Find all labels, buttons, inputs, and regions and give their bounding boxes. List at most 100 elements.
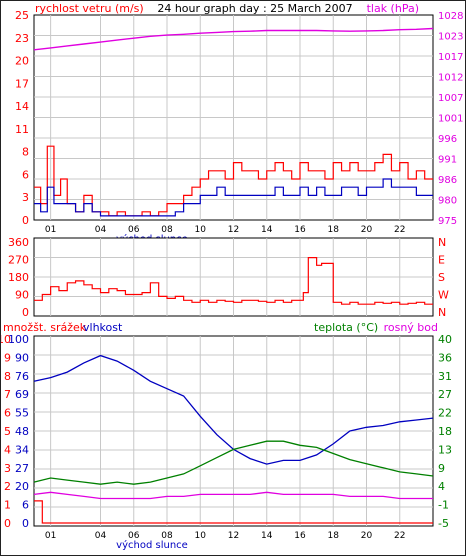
wind-speed-tick: 17 <box>15 77 29 90</box>
temperature-line <box>33 440 434 485</box>
precip-tick: 10 <box>1 333 11 346</box>
direction-degree-tick: 360 <box>8 236 29 249</box>
precipitation-line <box>34 500 433 524</box>
humidity-tick: 6 <box>22 499 29 512</box>
humidity-legend: vlhkost <box>83 321 123 334</box>
panel-3-precip-ticks: 0 1 2 3 4 5 6 7 8 9 10 <box>1 333 11 530</box>
temperature-tick: -5 <box>438 517 449 530</box>
pressure-tick: 1028 <box>438 11 463 22</box>
pressure-tick: 980 <box>438 196 457 207</box>
humidity-tick: 27 <box>15 462 29 475</box>
direction-compass-tick: W <box>438 289 449 302</box>
x-tick-label: 14 <box>261 225 273 235</box>
wind-speed-tick: 23 <box>15 32 29 45</box>
panel-3-humidity-ticks: 0 6 20 27 34 48 55 69 76 90 100 <box>8 333 29 530</box>
wind-speed-tick: 0 <box>22 214 29 227</box>
panel-3-series <box>33 354 434 524</box>
x-tick-label: 16 <box>294 225 306 235</box>
pressure-tick: 986 <box>438 175 457 186</box>
direction-degree-tick: 270 <box>8 254 29 267</box>
direction-compass-tick: S <box>438 271 445 284</box>
precip-tick: 8 <box>4 370 11 383</box>
panel-1-x-ticks: 01 04 06 08 10 12 14 16 18 20 22 <box>45 225 406 235</box>
direction-degree-tick: 180 <box>8 271 29 284</box>
wind-speed-tick: 3 <box>22 191 29 204</box>
temperature-tick: 40 <box>438 333 452 346</box>
dew-point-legend: rosný bod <box>384 321 438 334</box>
x-tick-label: 20 <box>361 531 373 541</box>
precip-tick: 6 <box>4 407 11 420</box>
temperature-tick: 31 <box>438 370 452 383</box>
temperature-tick: 18 <box>438 425 452 438</box>
chart-title: 24 hour graph day : 25 March 2007 <box>157 2 352 15</box>
x-tick-label: 14 <box>261 531 273 541</box>
wind-direction-line <box>34 257 433 305</box>
precip-tick: 1 <box>4 499 11 512</box>
pressure-tick: 1023 <box>438 32 463 43</box>
pressure-tick: 1001 <box>438 114 463 125</box>
x-tick-label: 01 <box>45 531 56 541</box>
wind-speed-tick: 6 <box>22 168 29 181</box>
panel-1-series <box>33 27 434 217</box>
dew-point-line <box>33 491 433 500</box>
x-tick-label: 18 <box>328 531 340 541</box>
precip-tick: 5 <box>4 425 11 438</box>
wind-speed-tick: 8 <box>22 146 29 159</box>
panel-2-series <box>34 257 433 305</box>
humidity-tick: 34 <box>15 443 29 456</box>
x-tick-label: 18 <box>328 225 340 235</box>
pressure-tick: 996 <box>438 134 457 145</box>
temperature-tick: 36 <box>438 351 452 364</box>
x-tick-label: 22 <box>394 531 405 541</box>
precip-tick: 9 <box>4 351 11 364</box>
humidity-tick: 69 <box>15 388 29 401</box>
x-tick-label: 16 <box>294 531 306 541</box>
x-tick-label: 10 <box>195 531 207 541</box>
x-tick-label: 06 <box>128 531 140 541</box>
humidity-tick: 76 <box>15 370 29 383</box>
wind-speed-axis-title: rychlost vetru (m/s) <box>35 2 144 15</box>
pressure-axis-title: tlak (hPa) <box>367 2 419 15</box>
temperature-tick: 13 <box>438 443 452 456</box>
precip-tick: 2 <box>4 480 11 493</box>
direction-compass-tick: N <box>438 236 446 249</box>
temperature-tick: 22 <box>438 407 452 420</box>
humidity-tick: 55 <box>15 407 29 420</box>
temperature-legend: teplota (°C) <box>314 321 378 334</box>
humidity-tick: 100 <box>8 333 29 346</box>
wind-speed-tick: 20 <box>15 55 29 68</box>
humidity-tick: 48 <box>15 425 29 438</box>
panel-3-grid <box>34 336 433 526</box>
precip-tick: 4 <box>4 443 11 456</box>
x-tick-label: 04 <box>95 531 107 541</box>
wind-speed-line <box>34 178 433 217</box>
direction-degree-tick: 0 <box>22 306 29 319</box>
temperature-tick: 4 <box>438 480 445 493</box>
x-tick-label: 12 <box>228 225 239 235</box>
temperature-tick: 27 <box>438 388 452 401</box>
pressure-tick: 975 <box>438 216 457 227</box>
x-tick-label: 12 <box>228 531 239 541</box>
x-tick-label: 20 <box>361 225 373 235</box>
x-tick-label: 01 <box>45 225 56 235</box>
wind-speed-tick: 14 <box>15 100 29 113</box>
pressure-tick: 991 <box>438 155 457 166</box>
direction-compass-tick: E <box>438 254 445 267</box>
humidity-tick: 20 <box>15 480 29 493</box>
x-tick-label: 06 <box>128 225 140 235</box>
panel-1-left-ticks: 0 3 6 8 11 14 17 20 23 25 <box>15 9 29 227</box>
temperature-tick: -1 <box>438 499 449 512</box>
x-tick-label: 22 <box>394 225 405 235</box>
precip-legend: množšt. srážek <box>3 321 87 334</box>
x-tick-label: 10 <box>195 225 207 235</box>
panel-3-temperature-ticks: -5 -1 4 9 13 18 22 27 31 36 40 <box>438 333 452 530</box>
humidity-tick: 90 <box>15 351 29 364</box>
x-tick-label: 08 <box>161 531 173 541</box>
panel-3-x-ticks: 01 04 06 08 10 12 14 16 18 20 22 <box>45 531 406 541</box>
panel-2-left-ticks: 0 90 180 270 360 <box>8 236 29 319</box>
sunrise-label-3: východ slunce <box>116 539 188 551</box>
direction-degree-tick: 90 <box>15 289 29 302</box>
